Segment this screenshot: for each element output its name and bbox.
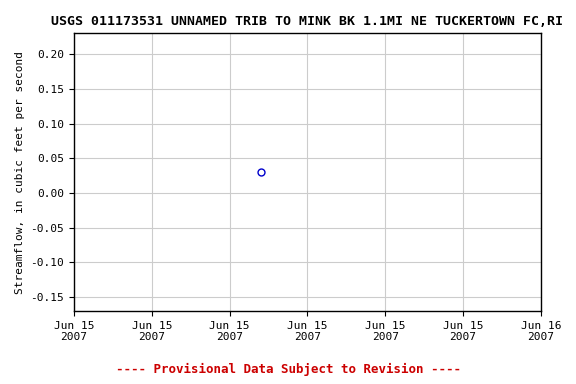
Y-axis label: Streamflow, in cubic feet per second: Streamflow, in cubic feet per second (15, 51, 25, 293)
Text: ---- Provisional Data Subject to Revision ----: ---- Provisional Data Subject to Revisio… (116, 363, 460, 376)
Title: USGS 011173531 UNNAMED TRIB TO MINK BK 1.1MI NE TUCKERTOWN FC,RI: USGS 011173531 UNNAMED TRIB TO MINK BK 1… (51, 15, 563, 28)
